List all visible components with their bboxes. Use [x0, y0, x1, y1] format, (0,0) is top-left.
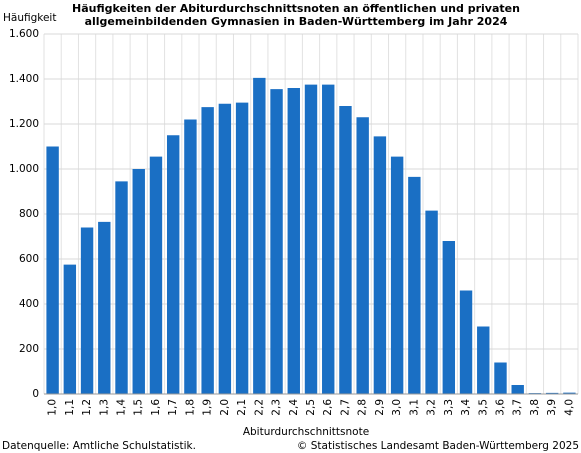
- x-tick-label: 3,8: [529, 399, 541, 416]
- bar: [98, 221, 111, 394]
- bar: [373, 136, 387, 394]
- x-tick-label: 3,2: [426, 399, 438, 416]
- bar: [235, 102, 249, 394]
- x-tick-label: 1,8: [184, 399, 196, 416]
- x-tick-label: 3,4: [460, 399, 472, 416]
- bar: [304, 84, 318, 394]
- bar: [442, 241, 456, 394]
- bar: [166, 135, 180, 394]
- x-tick-label: 3,3: [443, 399, 455, 416]
- bar: [63, 264, 77, 394]
- x-tick-label: 2,1: [236, 399, 248, 416]
- x-tick-label: 3,0: [391, 399, 403, 416]
- bar: [46, 146, 59, 394]
- x-tick-label: 4,0: [563, 399, 575, 416]
- x-tick-label: 1,1: [64, 399, 76, 416]
- y-tick-label: 1.600: [9, 28, 39, 40]
- x-tick-label: 1,2: [81, 399, 93, 416]
- y-tick-label: 1.200: [9, 118, 39, 130]
- y-tick-label: 1.000: [9, 163, 39, 175]
- bar: [80, 227, 94, 394]
- chart-title-line: allgemeinbildenden Gymnasien in Baden-Wü…: [85, 15, 508, 28]
- x-tick-label: 1,9: [202, 399, 214, 416]
- x-tick-label: 3,5: [477, 399, 489, 416]
- bar: [390, 156, 404, 394]
- x-tick-label: 1,4: [116, 399, 128, 416]
- x-tick-label: 1,5: [133, 399, 145, 416]
- bar: [270, 89, 283, 394]
- x-tick-label: 2,0: [219, 399, 231, 416]
- bar: [115, 181, 128, 394]
- x-tick-label: 3,9: [546, 399, 558, 416]
- bar: [322, 84, 335, 394]
- bar: [253, 77, 266, 394]
- x-tick-label: 3,7: [512, 399, 524, 416]
- x-tick-label: 1,0: [47, 399, 59, 416]
- x-tick-label: 2,2: [253, 399, 265, 416]
- bar: [356, 117, 369, 394]
- bar: [425, 210, 438, 394]
- y-axis-label: Häufigkeit: [3, 12, 56, 24]
- bar: [287, 88, 300, 394]
- bar: [563, 392, 576, 394]
- y-tick-label: 800: [19, 208, 39, 220]
- y-tick-label: 400: [19, 298, 39, 310]
- bar: [511, 385, 524, 394]
- y-tick-label: 600: [19, 253, 39, 265]
- bar: [408, 176, 421, 394]
- y-tick-label: 200: [19, 343, 39, 355]
- x-tick-label: 1,7: [167, 399, 179, 416]
- x-tick-label: 2,9: [374, 399, 386, 416]
- bar: [218, 103, 232, 394]
- x-tick-label: 1,3: [98, 399, 110, 416]
- x-tick-label: 2,4: [288, 399, 300, 416]
- x-tick-label: 2,7: [339, 399, 351, 416]
- x-axis-label: Abiturdurchschnittsnote: [243, 426, 369, 438]
- x-tick-label: 2,8: [357, 399, 369, 416]
- x-tick-label: 3,1: [408, 399, 420, 416]
- x-tick-label: 3,6: [494, 399, 506, 416]
- x-tick-label: 1,6: [150, 399, 162, 416]
- bar: [477, 326, 490, 394]
- bar: [149, 156, 163, 394]
- bar: [184, 119, 197, 394]
- source: Datenquelle: Amtliche Schulstatistik.: [2, 440, 196, 452]
- y-tick-label: 1.400: [9, 73, 39, 85]
- x-tick-label: 2,3: [271, 399, 283, 416]
- bar: [459, 290, 473, 394]
- x-tick-label: 2,6: [322, 399, 334, 416]
- bar: [339, 106, 352, 394]
- bar: [132, 169, 145, 394]
- bar: [494, 362, 507, 394]
- bar: [201, 107, 214, 394]
- bar: [545, 392, 559, 394]
- x-tick-label: 2,5: [305, 399, 317, 416]
- y-tick-label: 0: [32, 388, 39, 400]
- chart-title-line: Häufigkeiten der Abiturdurchschnittsnote…: [72, 2, 520, 15]
- copyright: © Statistisches Landesamt Baden-Württemb…: [297, 440, 579, 452]
